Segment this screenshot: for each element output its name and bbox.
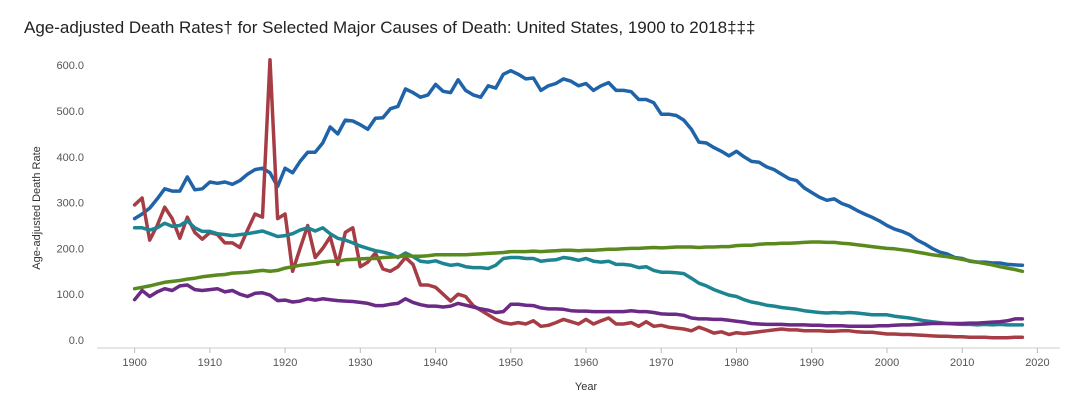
y-tick-label: 600.0	[56, 60, 84, 72]
series-line-5	[132, 283, 1025, 329]
x-tick-label: 1900	[122, 357, 146, 369]
y-axis-ticks: 0.0 100.0 200.0 300.0 400.0 500.0 600.0	[56, 60, 84, 347]
series-line-4	[132, 240, 1025, 291]
series-line-3	[132, 219, 1025, 327]
series-line-2	[132, 57, 1025, 340]
chart-title: Age-adjusted Death Rates† for Selected M…	[24, 18, 756, 37]
x-tick-label: 1980	[724, 357, 748, 369]
y-axis-label: Age-adjusted Death Rate	[31, 146, 43, 270]
x-tick-label: 1970	[649, 357, 673, 369]
y-tick-label: 200.0	[56, 243, 84, 255]
x-tick-label: 2000	[875, 357, 899, 369]
x-tick-label: 1910	[198, 357, 222, 369]
x-tick-label: 1930	[348, 357, 372, 369]
y-tick-label: 300.0	[56, 198, 84, 210]
series-line-1	[132, 68, 1025, 268]
x-tick-label: 2010	[950, 357, 974, 369]
x-axis-label: Year	[575, 381, 598, 393]
x-tick-label: 1920	[273, 357, 297, 369]
x-tick-label: 1950	[499, 357, 523, 369]
x-tick-label: 1940	[423, 357, 447, 369]
y-tick-label: 0.0	[69, 335, 84, 347]
x-axis-ticks: 1900 1910 1920 1930 1940 1950 1960 1970 1980 1990…	[122, 348, 1050, 369]
series-lines	[132, 57, 1025, 340]
x-tick-label: 1960	[574, 357, 598, 369]
y-tick-label: 100.0	[56, 289, 84, 301]
x-tick-label: 1990	[799, 357, 823, 369]
y-tick-label: 400.0	[56, 152, 84, 164]
x-tick-label: 2020	[1025, 357, 1049, 369]
y-tick-label: 500.0	[56, 106, 84, 118]
